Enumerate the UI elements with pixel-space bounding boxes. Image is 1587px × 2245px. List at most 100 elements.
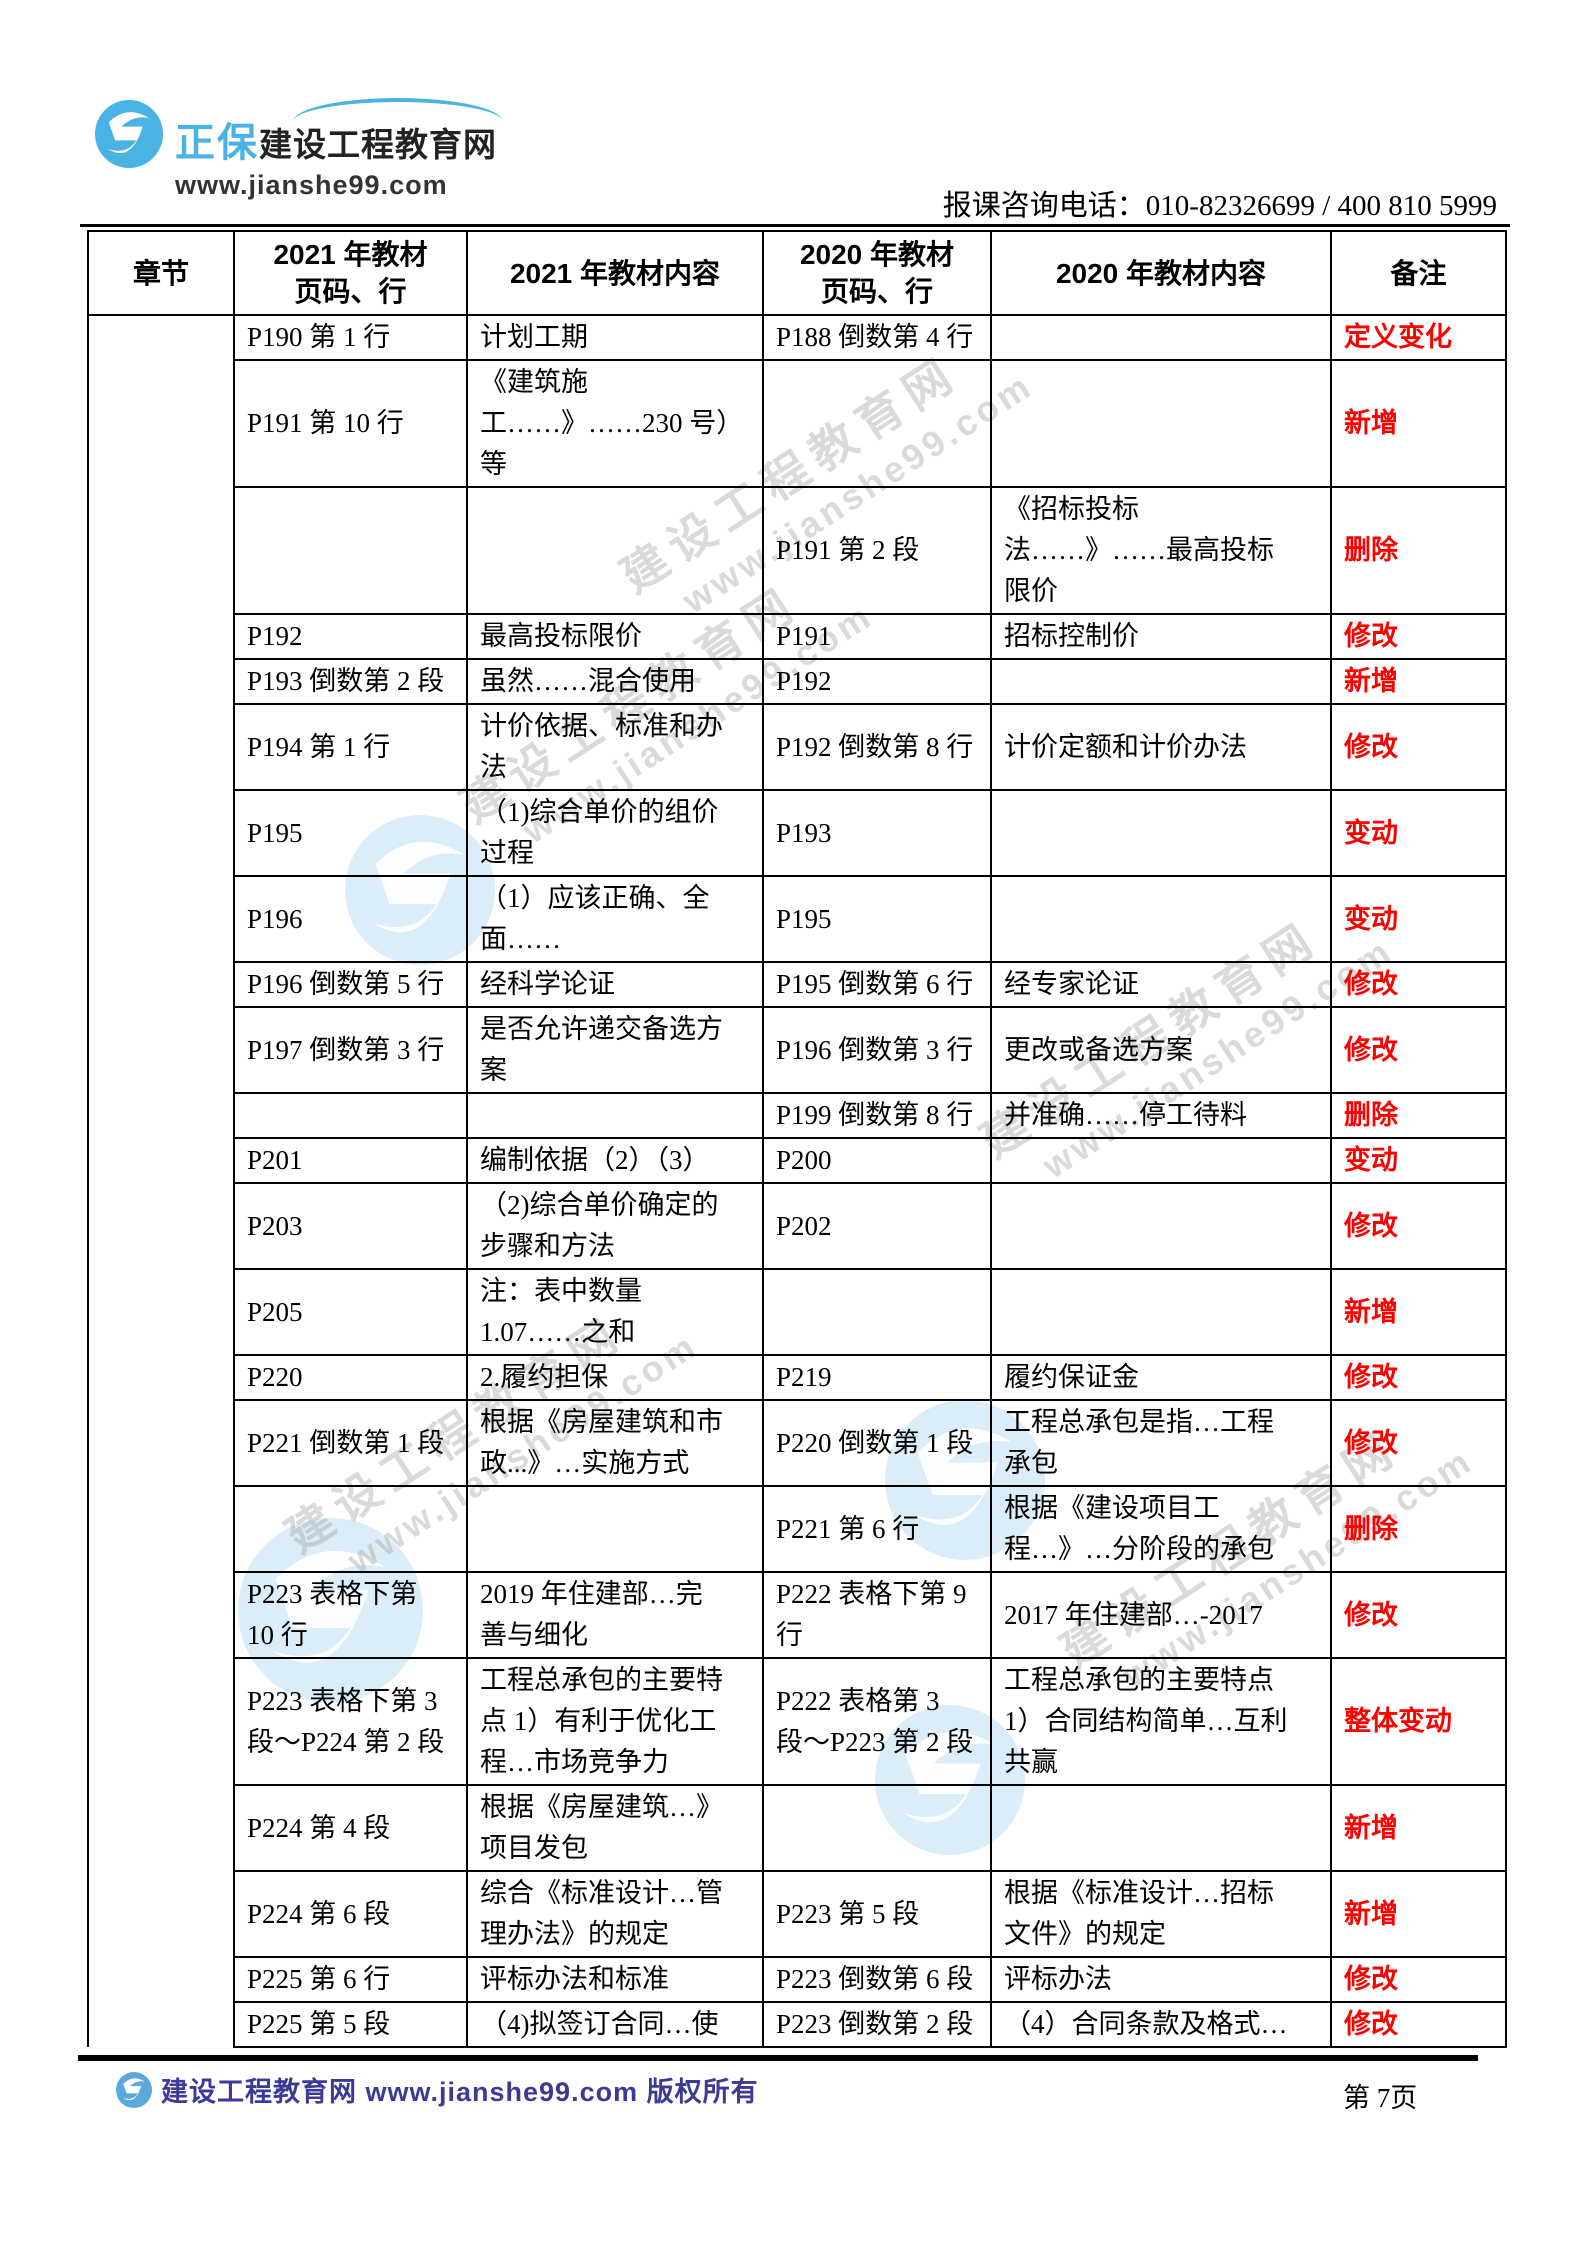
cell-2020-page: P222 表格下第 9 行 — [762, 1571, 992, 1659]
cell-2020-page: P223 第 5 段 — [762, 1870, 992, 1958]
table-row: P195 （1)综合单价的组价 过程 P193 变动 — [88, 789, 1507, 877]
cell-2021-content: （1）应该正确、全 面…… — [466, 875, 764, 963]
table-row: P197 倒数第 3 行 是否允许递交备选方 案 P196 倒数第 3 行 更改… — [88, 1006, 1507, 1094]
phone-line: 报课咨询电话：010-82326699 / 400 810 5999 — [942, 190, 1497, 222]
cell-2020-content — [990, 1182, 1332, 1270]
cell-remark: 修改 — [1330, 1956, 1507, 2003]
cell-2021-page: P190 第 1 行 — [233, 314, 468, 361]
changes-table: 章节 2021 年教材 页码、行 2021 年教材内容 2020 年教材 页码、… — [87, 230, 1507, 2048]
cell-2021-content: （4)拟签订合同…使 — [466, 2001, 764, 2048]
cell-2021-page: P224 第 4 段 — [233, 1784, 468, 1872]
cell-remark: 删除 — [1330, 1092, 1507, 1139]
cell-2021-content: 编制依据（2）（3） — [466, 1137, 764, 1184]
table-row: P196 倒数第 5 行 经科学论证 P195 倒数第 6 行 经专家论证 修改 — [88, 961, 1507, 1008]
cell-2020-page: P195 — [762, 875, 992, 963]
footer-logo-icon — [116, 2071, 152, 2108]
cell-remark: 删除 — [1330, 486, 1507, 615]
cell-2020-content — [990, 359, 1332, 488]
table-row: P203 （2)综合单价确定的 步骤和方法 P202 修改 — [88, 1182, 1507, 1270]
cell-remark: 修改 — [1330, 1354, 1507, 1401]
table-row: P225 第 6 行 评标办法和标准 P223 倒数第 6 段 评标办法 修改 — [88, 1956, 1507, 2003]
cell-2021-page — [233, 486, 468, 615]
cell-2020-page: P192 — [762, 658, 992, 705]
header-rule — [80, 224, 1510, 227]
table-row: P221 倒数第 1 段 根据《房屋建筑和市 政...》…实施方式 P220 倒… — [88, 1399, 1507, 1487]
cell-2021-content: 经科学论证 — [466, 961, 764, 1008]
cell-2020-page: P223 倒数第 2 段 — [762, 2001, 992, 2048]
cell-2021-page: P196 倒数第 5 行 — [233, 961, 468, 1008]
cell-2020-content: 经专家论证 — [990, 961, 1332, 1008]
brand-url: www.jianshe99.com — [175, 170, 448, 200]
cell-2021-content — [466, 486, 764, 615]
cell-2020-content — [990, 658, 1332, 705]
cell-2021-content — [466, 1092, 764, 1139]
changes-table-body: P190 第 1 行 计划工期 P188 倒数第 4 行 定义变化 P191 第… — [87, 314, 1507, 2048]
col-header-2021-content: 2021 年教材内容 — [466, 230, 764, 316]
table-row: P224 第 4 段 根据《房屋建筑…》 项目发包 新增 — [88, 1784, 1507, 1872]
cell-2021-page: P205 — [233, 1268, 468, 1356]
chapter-cell — [87, 314, 235, 2047]
cell-2020-content — [990, 875, 1332, 963]
brand-circle-icon — [95, 100, 163, 168]
table-row: P223 表格下第 10 行 2019 年住建部…完 善与细化 P222 表格下… — [88, 1571, 1507, 1659]
cell-2021-page: P225 第 6 行 — [233, 1956, 468, 2003]
footer: 建设工程教育网 www.jianshe99.com 版权所有 — [116, 2070, 759, 2109]
cell-2021-content: 计价依据、标准和办 法 — [466, 703, 764, 791]
cell-2021-page: P191 第 10 行 — [233, 359, 468, 488]
cell-2021-content: 评标办法和标准 — [466, 1956, 764, 2003]
table-row: P192 最高投标限价 P191 招标控制价 修改 — [88, 613, 1507, 660]
cell-2021-page — [233, 1092, 468, 1139]
cell-2021-page: P194 第 1 行 — [233, 703, 468, 791]
cell-2021-content: 2019 年住建部…完 善与细化 — [466, 1571, 764, 1659]
table-row: P201 编制依据（2）（3） P200 变动 — [88, 1137, 1507, 1184]
cell-2021-content: （2)综合单价确定的 步骤和方法 — [466, 1182, 764, 1270]
cell-remark: 修改 — [1330, 2001, 1507, 2048]
col-header-2020-page: 2020 年教材 页码、行 — [762, 230, 992, 316]
cell-2020-content: 招标控制价 — [990, 613, 1332, 660]
cell-remark: 新增 — [1330, 359, 1507, 488]
table-row: P194 第 1 行 计价依据、标准和办 法 P192 倒数第 8 行 计价定额… — [88, 703, 1507, 791]
cell-2021-content — [466, 1485, 764, 1573]
cell-remark: 修改 — [1330, 961, 1507, 1008]
cell-2021-page: P221 倒数第 1 段 — [233, 1399, 468, 1487]
cell-2020-page: P219 — [762, 1354, 992, 1401]
col-header-chapter: 章节 — [87, 230, 235, 316]
cell-remark: 修改 — [1330, 1006, 1507, 1094]
page-number: 第 7页 — [1343, 2083, 1418, 2113]
col-header-remark: 备注 — [1330, 230, 1507, 316]
cell-2021-page: P195 — [233, 789, 468, 877]
cell-2020-content — [990, 1137, 1332, 1184]
cell-2021-page: P220 — [233, 1354, 468, 1401]
cell-2021-content: 计划工期 — [466, 314, 764, 361]
footer-copyright: 建设工程教育网 www.jianshe99.com 版权所有 — [161, 2077, 759, 2107]
table-row: P190 第 1 行 计划工期 P188 倒数第 4 行 定义变化 — [87, 314, 1507, 2047]
cell-2020-content: 计价定额和计价办法 — [990, 703, 1332, 791]
cell-2020-content: 工程总承包是指…工程 承包 — [990, 1399, 1332, 1487]
cell-2020-page: P193 — [762, 789, 992, 877]
cell-remark: 修改 — [1330, 613, 1507, 660]
cell-2021-content: 工程总承包的主要特 点 1）有利于优化工 程…市场竞争力 — [466, 1657, 764, 1786]
cell-2021-content: 虽然……混合使用 — [466, 658, 764, 705]
cell-remark: 变动 — [1330, 875, 1507, 963]
brand-arc — [293, 98, 503, 146]
cell-remark: 修改 — [1330, 1399, 1507, 1487]
cell-2020-content: 根据《建设项目工 程…》…分阶段的承包 — [990, 1485, 1332, 1573]
cell-2020-content: 并准确……停工待料 — [990, 1092, 1332, 1139]
cell-2020-page: P191 — [762, 613, 992, 660]
cell-2021-content: 根据《房屋建筑和市 政...》…实施方式 — [466, 1399, 764, 1487]
cell-remark: 新增 — [1330, 1870, 1507, 1958]
cell-2021-page: P197 倒数第 3 行 — [233, 1006, 468, 1094]
table-header-row: 章节 2021 年教材 页码、行 2021 年教材内容 2020 年教材 页码、… — [87, 230, 1507, 316]
cell-2020-content: 评标办法 — [990, 1956, 1332, 2003]
cell-remark: 新增 — [1330, 1268, 1507, 1356]
cell-2020-content: 根据《标准设计…招标 文件》的规定 — [990, 1870, 1332, 1958]
cell-2020-content: 2017 年住建部…-2017 — [990, 1571, 1332, 1659]
cell-2020-page: P202 — [762, 1182, 992, 1270]
cell-2020-page: P196 倒数第 3 行 — [762, 1006, 992, 1094]
cell-2021-content: 最高投标限价 — [466, 613, 764, 660]
col-header-2020-content: 2020 年教材内容 — [990, 230, 1332, 316]
cell-2021-page: P223 表格下第 10 行 — [233, 1571, 468, 1659]
cell-2020-page — [762, 359, 992, 488]
brand-logo: 正保建设工程教育网 www.jianshe99.com — [95, 98, 503, 201]
